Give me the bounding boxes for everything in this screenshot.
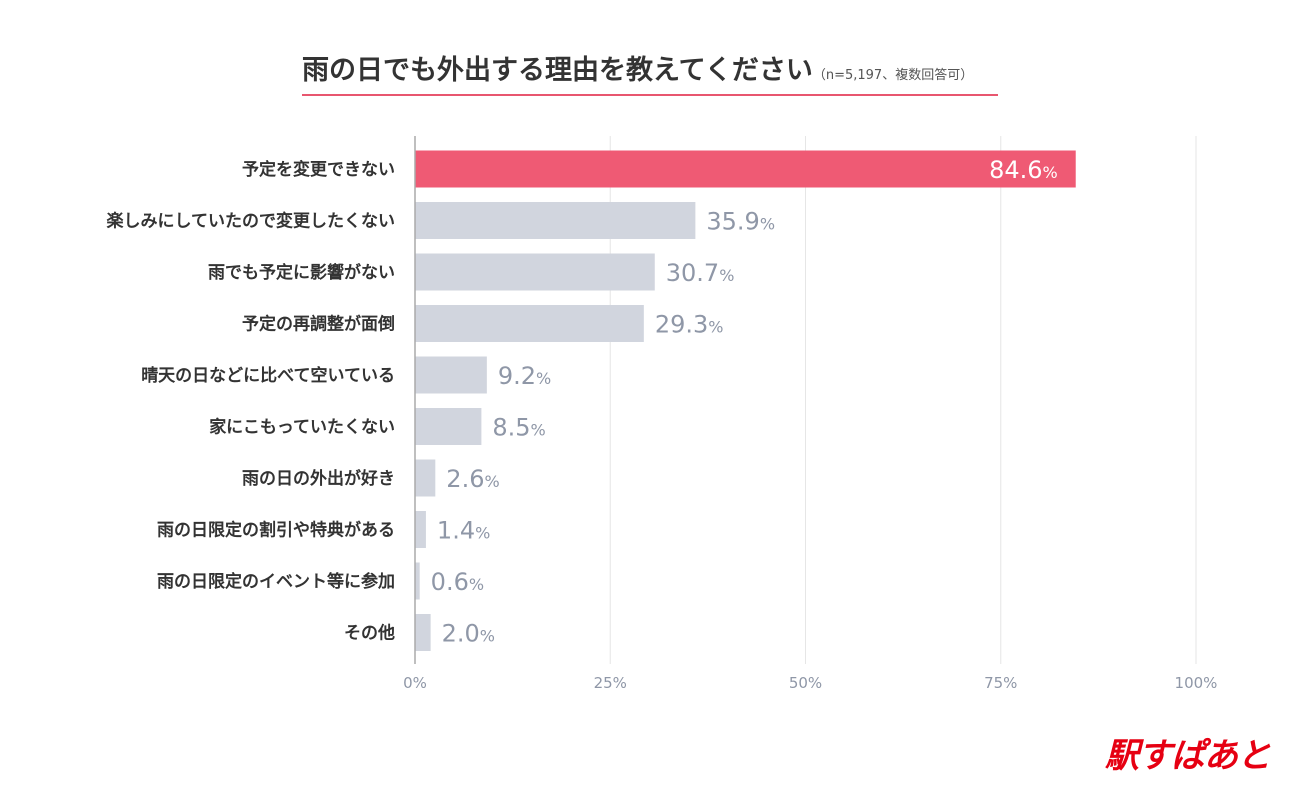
chart-title: 雨の日でも外出する理由を教えてください（n=5,197、複数回答可） (302, 55, 974, 86)
x-tick-label: 100% (1175, 674, 1218, 692)
category-label: 雨の日の外出が好き (242, 468, 395, 489)
data-label: 2.0% (442, 620, 495, 648)
bar (415, 305, 644, 342)
data-label: 2.6% (446, 465, 499, 493)
bar (415, 562, 420, 600)
chart-title-block: 雨の日でも外出する理由を教えてください（n=5,197、複数回答可） (302, 44, 998, 96)
category-label: 予定を変更できない (242, 159, 395, 180)
brand-logo: 駅すぱあと (1105, 736, 1271, 776)
bar (415, 202, 696, 239)
category-label: 雨でも予定に影響がない (208, 262, 395, 283)
x-tick-label: 50% (789, 674, 822, 692)
data-label: 30.7% (666, 259, 735, 287)
data-label: 8.5% (492, 414, 545, 442)
chart-subtitle: （n=5,197、複数回答可） (812, 68, 974, 83)
bar (415, 356, 487, 394)
bar (415, 253, 655, 291)
bar (415, 459, 436, 497)
data-label: 35.9% (706, 208, 775, 236)
x-tick-label: 0% (403, 674, 427, 692)
data-label: 29.3% (655, 311, 724, 339)
bar (415, 408, 482, 445)
data-label: 0.6% (431, 568, 484, 596)
data-label: 84.6% (989, 156, 1058, 184)
category-label: 雨の日限定の割引や特典がある (157, 520, 395, 541)
category-label: その他 (344, 623, 395, 644)
category-label: 楽しみにしていたので変更したくない (107, 211, 396, 232)
bar (415, 511, 426, 548)
category-label: 雨の日限定のイベント等に参加 (157, 571, 395, 592)
data-label: 9.2% (498, 362, 551, 390)
category-label: 家にこもっていたくない (209, 417, 395, 438)
bar (415, 614, 431, 651)
x-tick-label: 25% (594, 674, 627, 692)
x-tick-label: 75% (984, 674, 1017, 692)
data-label: 1.4% (437, 517, 490, 545)
category-label: 晴天の日などに比べて空いている (141, 365, 395, 386)
category-label: 予定の再調整が面倒 (242, 314, 395, 335)
bar (415, 150, 1076, 188)
